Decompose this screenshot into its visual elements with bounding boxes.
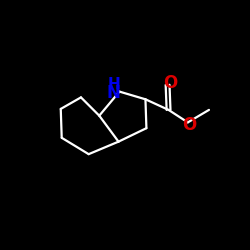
Text: H: H [107, 77, 120, 92]
Text: N: N [107, 84, 120, 102]
Text: O: O [182, 116, 197, 134]
Text: O: O [163, 74, 178, 92]
